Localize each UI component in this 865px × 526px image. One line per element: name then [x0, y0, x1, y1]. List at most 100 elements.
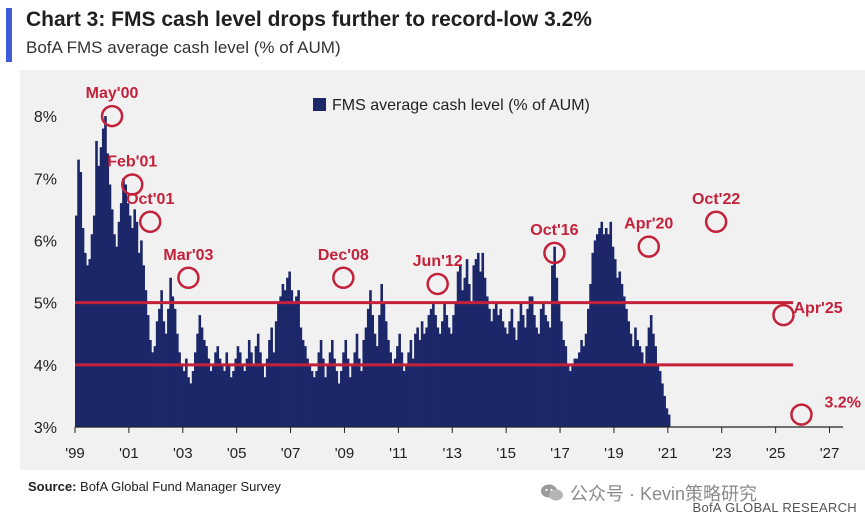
bar — [250, 352, 253, 427]
bar — [90, 234, 94, 427]
bar — [474, 259, 478, 427]
bar — [535, 327, 538, 427]
bar — [654, 346, 657, 427]
bar — [113, 234, 116, 427]
source-note: Source: BofA Global Fund Manager Survey — [28, 479, 281, 494]
chart-title: Chart 3: FMS cash level drops further to… — [26, 8, 592, 31]
bar — [375, 346, 379, 427]
wechat-icon — [541, 484, 563, 501]
bar — [427, 315, 431, 427]
bar — [342, 352, 345, 427]
bar — [362, 339, 366, 427]
bar — [434, 315, 437, 427]
bar — [627, 321, 631, 427]
x-tick-label: '13 — [442, 445, 462, 462]
bar — [79, 172, 83, 427]
bar — [391, 364, 395, 427]
bar — [622, 296, 626, 427]
bar — [593, 240, 597, 427]
bar — [108, 184, 112, 427]
bar — [207, 358, 211, 427]
bar — [587, 308, 590, 427]
annotation-label: May'00 — [86, 85, 139, 102]
bar — [497, 315, 500, 427]
bar — [575, 358, 579, 427]
bar — [268, 339, 271, 427]
bar — [582, 346, 586, 427]
watermark-text: 公众号 · Kevin策略研究 — [570, 484, 758, 504]
bar — [414, 333, 417, 427]
bar — [492, 308, 496, 427]
bar — [508, 321, 511, 427]
bar — [140, 240, 143, 427]
bar — [155, 321, 159, 427]
bar — [658, 371, 662, 427]
bar — [259, 352, 262, 427]
bar — [337, 383, 341, 427]
bar — [555, 277, 559, 427]
bar — [405, 364, 408, 427]
bar — [652, 333, 655, 427]
bar — [153, 346, 157, 427]
bar — [238, 352, 242, 427]
bar — [402, 371, 406, 427]
bar — [133, 209, 136, 427]
bar — [584, 333, 588, 427]
bar — [346, 358, 350, 427]
bar — [411, 358, 415, 427]
bar — [436, 327, 440, 427]
bar — [295, 296, 298, 427]
bar — [187, 377, 190, 427]
bar — [667, 414, 671, 427]
bar — [351, 364, 354, 427]
bar — [591, 252, 595, 427]
bar — [530, 296, 534, 427]
bar — [357, 358, 361, 427]
bar — [189, 383, 193, 427]
bar — [128, 215, 132, 427]
bar — [241, 364, 244, 427]
bar — [663, 395, 666, 427]
bar — [301, 339, 305, 427]
bar — [162, 321, 166, 427]
bar — [117, 221, 121, 427]
bar — [151, 352, 154, 427]
y-tick-label: 8% — [34, 109, 57, 126]
bar — [490, 321, 494, 427]
title-accent-bar — [6, 8, 12, 62]
bar — [456, 271, 460, 427]
annotation-circle — [790, 403, 813, 426]
bar — [634, 327, 637, 427]
source-text: BofA Global Fund Manager Survey — [80, 479, 281, 494]
annotation-circle — [704, 210, 728, 234]
annotation-circle — [772, 303, 795, 327]
bar — [304, 346, 307, 427]
bar — [158, 308, 161, 427]
bar — [274, 321, 278, 427]
bar — [131, 228, 134, 427]
bar — [631, 346, 635, 427]
annotation-label: 3.2% — [824, 395, 860, 412]
bar — [319, 339, 323, 427]
bar — [124, 184, 127, 427]
bar — [461, 290, 464, 427]
bar — [326, 364, 330, 427]
bar — [647, 327, 651, 427]
bar — [214, 352, 217, 427]
bar — [636, 339, 639, 427]
bar — [595, 234, 599, 427]
bar — [317, 352, 321, 427]
bar — [86, 265, 89, 427]
annotation-label: Jun'12 — [413, 253, 463, 270]
bar — [364, 327, 368, 427]
bar — [526, 308, 529, 427]
bars-group — [75, 116, 671, 427]
bar — [88, 259, 92, 427]
legend: FMS average cash level (% of AUM) — [313, 97, 590, 114]
bar — [169, 277, 172, 427]
bar — [227, 364, 231, 427]
bar — [501, 321, 505, 427]
bar — [548, 327, 552, 427]
bar — [164, 333, 168, 427]
bar — [256, 333, 260, 427]
